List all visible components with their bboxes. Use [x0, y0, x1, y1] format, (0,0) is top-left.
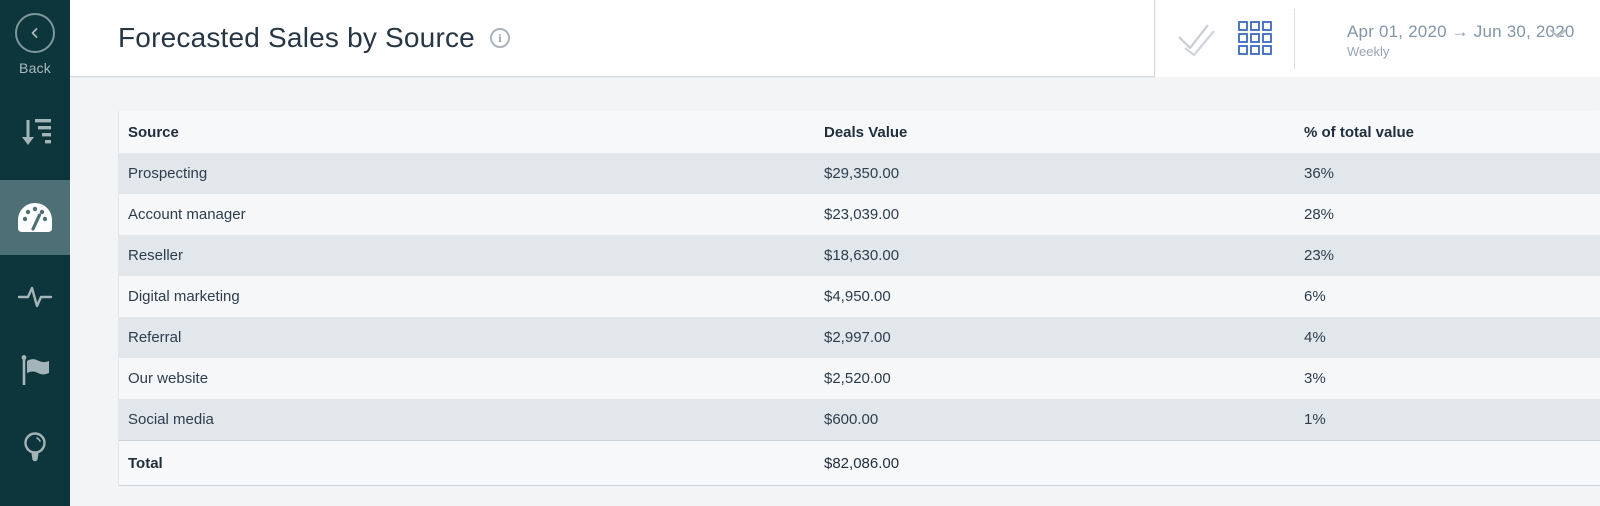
- table-header-row: Source Deals Value % of total value: [119, 111, 1600, 153]
- table-row[interactable]: Referral $2,997.00 4%: [119, 317, 1600, 358]
- table-row[interactable]: Account manager $23,039.00 28%: [119, 194, 1600, 235]
- source-cell: Digital marketing: [128, 288, 240, 305]
- info-icon[interactable]: i: [489, 28, 510, 48]
- grid-view-toggle[interactable]: [1238, 21, 1273, 56]
- page-header: Forecasted Sales by Source i Apr 01, 202…: [70, 0, 1600, 77]
- total-label: Total: [128, 454, 163, 472]
- sort-descending-icon: [22, 119, 51, 145]
- source-cell: Our website: [128, 370, 209, 387]
- header-divider: [1294, 9, 1295, 69]
- sidebar-item-goals[interactable]: [0, 335, 70, 405]
- deals-value-cell: $600.00: [824, 411, 879, 428]
- source-cell: Referral: [128, 329, 182, 346]
- interval-label: Weekly: [1347, 44, 1390, 59]
- column-header-source: Source: [128, 123, 179, 141]
- date-range-label: Apr 01, 2020 → Jun 30, 2020: [1347, 22, 1575, 41]
- table-row[interactable]: Reseller $18,630.00 23%: [119, 235, 1600, 276]
- date-range-selector[interactable]: Apr 01, 2020 → Jun 30, 2020 Weekly: [1347, 22, 1575, 59]
- deals-value-cell: $29,350.00: [824, 165, 900, 182]
- deals-value-cell: $23,039.00: [824, 206, 900, 223]
- table-row[interactable]: Prospecting $29,350.00 36%: [119, 153, 1600, 194]
- sidebar-item-dashboard[interactable]: [0, 180, 70, 255]
- sidebar-item-activity[interactable]: [0, 262, 70, 332]
- sidebar: Back: [0, 0, 70, 506]
- table-body: Prospecting $29,350.00 36% Account manag…: [119, 153, 1600, 440]
- view-toggle-group: [1155, 0, 1294, 77]
- table-row[interactable]: Our website $2,520.00 3%: [119, 358, 1600, 399]
- percent-cell: 3%: [1304, 370, 1326, 387]
- chevron-left-icon: [15, 13, 55, 53]
- source-cell: Reseller: [128, 247, 184, 264]
- page-title: Forecasted Sales by Source: [118, 22, 475, 53]
- forecast-table: Source Deals Value % of total value Pros…: [118, 111, 1600, 486]
- sidebar-item-insights[interactable]: [0, 413, 70, 483]
- deals-value-cell: $2,520.00: [824, 370, 891, 387]
- percent-cell: 23%: [1304, 247, 1335, 264]
- table-row[interactable]: Social media $600.00 1%: [119, 399, 1600, 440]
- deals-value-cell: $4,950.00: [824, 288, 891, 305]
- activity-pulse-icon: [17, 286, 53, 308]
- table-row[interactable]: Digital marketing $4,950.00 6%: [119, 276, 1600, 317]
- flag-icon: [21, 355, 49, 385]
- lightbulb-icon: [24, 432, 46, 462]
- gauge-dashboard-icon: [18, 203, 52, 232]
- column-header-percent: % of total value: [1304, 123, 1415, 141]
- percent-cell: 36%: [1304, 165, 1335, 182]
- percent-cell: 6%: [1304, 288, 1326, 305]
- line-chart-view-toggle[interactable]: [1176, 20, 1218, 58]
- total-deals-value: $82,086.00: [824, 454, 900, 472]
- source-cell: Account manager: [128, 206, 246, 223]
- line-chart-view-icon: [1178, 23, 1215, 56]
- grid-view-icon: [1238, 21, 1272, 55]
- deals-value-cell: $2,997.00: [824, 329, 891, 346]
- chevron-down-icon[interactable]: [1548, 28, 1568, 40]
- back-button[interactable]: Back: [0, 13, 70, 76]
- percent-cell: 1%: [1304, 411, 1326, 428]
- back-label: Back: [19, 60, 51, 76]
- source-cell: Prospecting: [128, 165, 208, 182]
- percent-cell: 28%: [1304, 206, 1335, 223]
- column-header-deals-value: Deals Value: [824, 123, 908, 141]
- source-cell: Social media: [128, 411, 214, 428]
- deals-value-cell: $18,630.00: [824, 247, 900, 264]
- sidebar-item-sort-descending[interactable]: [0, 98, 70, 168]
- percent-cell: 4%: [1304, 329, 1326, 346]
- table-total-row: Total $82,086.00: [119, 440, 1600, 486]
- report-title-box: Forecasted Sales by Source i: [70, 0, 1155, 77]
